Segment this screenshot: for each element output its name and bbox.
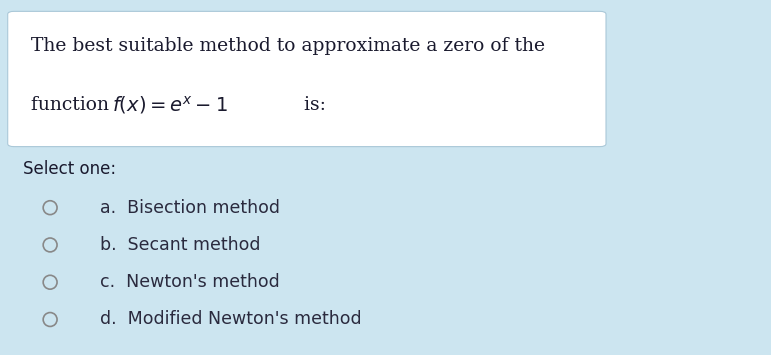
- Text: c.  Newton's method: c. Newton's method: [100, 273, 280, 291]
- Ellipse shape: [43, 238, 57, 252]
- Text: b.  Secant method: b. Secant method: [100, 236, 261, 254]
- Text: a.  Bisection method: a. Bisection method: [100, 199, 280, 217]
- Text: is:: is:: [274, 96, 325, 114]
- Text: $f(x) = e^x - 1$: $f(x) = e^x - 1$: [112, 94, 227, 116]
- FancyBboxPatch shape: [8, 11, 606, 147]
- Text: function: function: [31, 96, 121, 114]
- Text: Select one:: Select one:: [23, 160, 116, 178]
- Text: d.  Modified Newton's method: d. Modified Newton's method: [100, 311, 362, 328]
- Ellipse shape: [43, 312, 57, 327]
- Ellipse shape: [43, 275, 57, 289]
- Ellipse shape: [43, 201, 57, 215]
- Text: The best suitable method to approximate a zero of the: The best suitable method to approximate …: [31, 37, 545, 55]
